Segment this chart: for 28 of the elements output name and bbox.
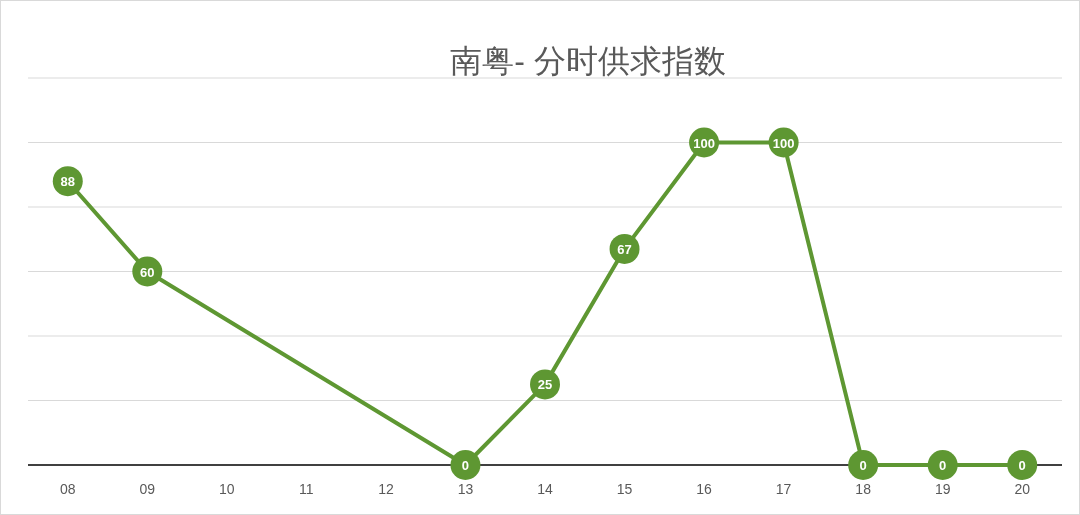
x-tick-label: 19 (934, 481, 951, 497)
x-tick-label: 12 (378, 481, 394, 497)
data-label: 88 (60, 174, 75, 190)
x-tick-label: 11 (299, 481, 314, 497)
x-tick-label: 09 (139, 481, 156, 497)
point (1007, 450, 1038, 480)
data-label: 0 (859, 458, 867, 473)
x-tick-label: 16 (696, 481, 713, 497)
x-tick-label: 18 (855, 481, 872, 497)
data-label: 0 (461, 458, 470, 473)
data-label: 60 (140, 264, 155, 280)
x-tick-label: 10 (219, 481, 235, 497)
data-label: 25 (537, 377, 553, 393)
point (450, 450, 481, 480)
point (848, 450, 879, 480)
x-tick-label: 13 (457, 481, 474, 497)
x-tick-label: 15 (616, 481, 633, 497)
x-tick-label: 08 (59, 481, 76, 497)
point (927, 450, 958, 480)
chart-title: 南粤- 分时供求指数 (450, 43, 726, 79)
x-tick-label: 20 (1014, 481, 1031, 497)
data-label: 0 (1018, 458, 1026, 473)
data-label: 67 (617, 241, 632, 257)
x-tick-label: 17 (775, 481, 792, 497)
x-tick-label: 14 (537, 481, 553, 497)
data-label: 100 (772, 135, 795, 151)
data-label: 100 (693, 135, 715, 151)
data-label: 0 (939, 458, 947, 473)
